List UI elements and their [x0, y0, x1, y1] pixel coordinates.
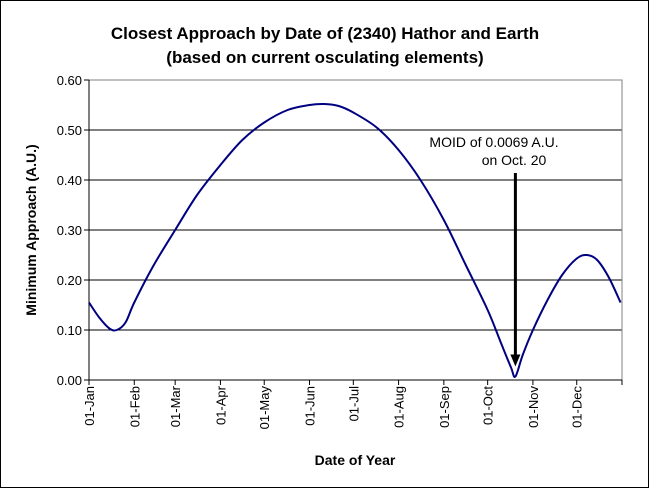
chart-subtitle: (based on current osculating elements) — [166, 48, 483, 67]
y-axis: 0.00 0.10 0.20 0.30 0.40 0.50 0.60 — [57, 73, 90, 388]
y-tick-label: 0.20 — [57, 273, 82, 288]
x-tick-label: 01-Mar — [168, 385, 183, 427]
annotation-line1: MOID of 0.0069 A.U. — [429, 134, 558, 150]
y-tick-label: 0.30 — [57, 223, 82, 238]
x-tick-label: 01-Jul — [346, 386, 361, 422]
y-axis-label: Minimum Approach (A.U.) — [23, 144, 39, 315]
x-tick-label: 01-Jan — [82, 386, 97, 426]
gridlines — [89, 79, 622, 331]
x-tick-label: 01-May — [257, 386, 272, 430]
x-tick-label: 01-Sep — [437, 386, 452, 428]
x-tick-label: 01-Dec — [570, 386, 585, 428]
y-tick-label: 0.00 — [57, 373, 82, 388]
x-tick-label: 01-Nov — [526, 386, 541, 428]
x-tick-label: 01-Jun — [303, 386, 318, 426]
y-tick-label: 0.60 — [57, 73, 82, 88]
x-tick-label: 01-Aug — [392, 386, 407, 428]
y-tick-label: 0.10 — [57, 323, 82, 338]
y-tick-label: 0.50 — [57, 123, 82, 138]
x-tick-label: 01-Feb — [127, 386, 142, 427]
annotation-arrowhead — [510, 354, 521, 367]
x-axis-label: Date of Year — [315, 452, 396, 468]
x-tick-label: 01-Oct — [481, 386, 496, 425]
x-tick-label: 01-Apr — [213, 385, 228, 425]
series-line — [88, 102, 622, 378]
chart-title: Closest Approach by Date of (2340) Hatho… — [111, 24, 539, 43]
x-axis: 01-Jan 01-Feb 01-Mar 01-Apr 01-May 01-Jun 01-J… — [82, 379, 623, 430]
annotation-line2: on Oct. 20 — [482, 152, 547, 168]
y-tick-label: 0.40 — [57, 173, 82, 188]
